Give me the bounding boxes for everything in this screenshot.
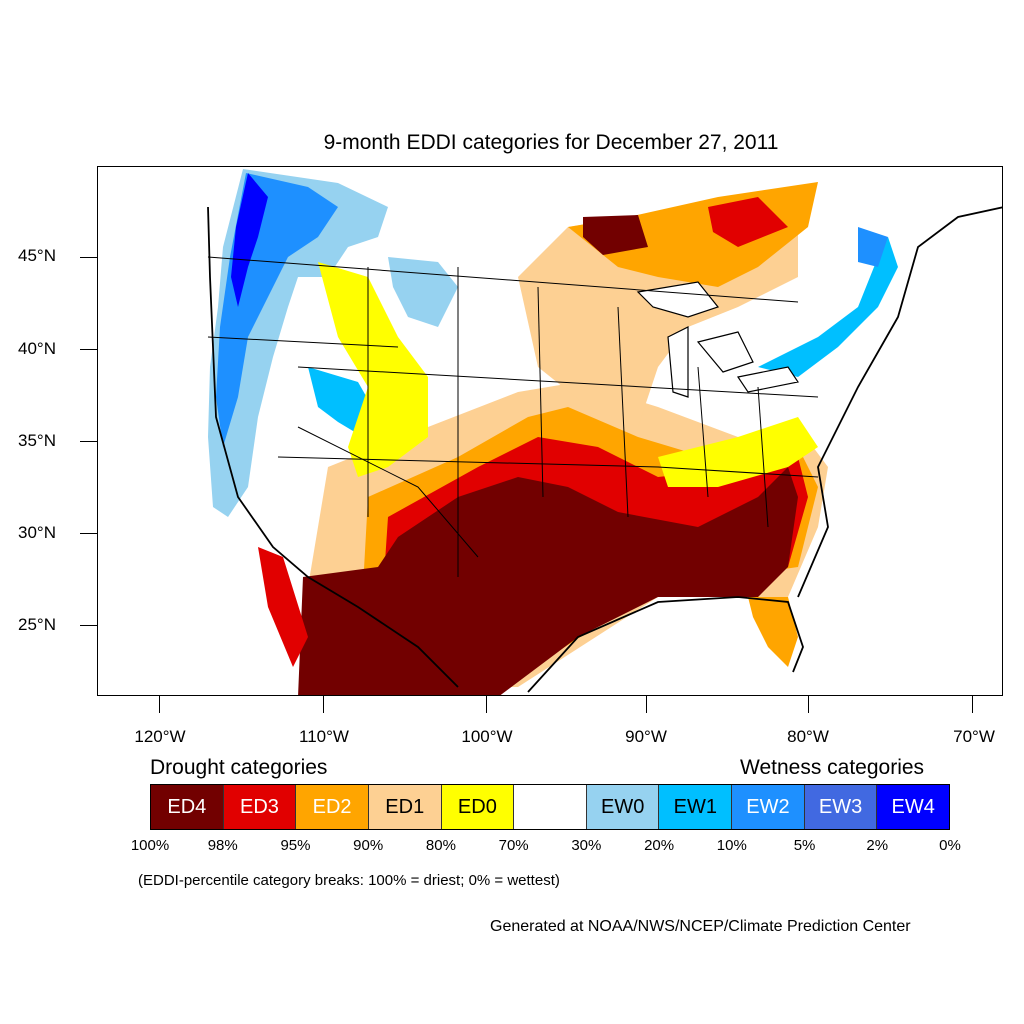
lon-label-120: 120°W	[134, 727, 186, 746]
break-label: 20%	[644, 837, 675, 854]
break-label: 80%	[425, 837, 456, 854]
category-legend: ED4 ED3 ED2 ED1 ED0 EW0 EW1 EW2 EW3 EW4	[150, 784, 950, 830]
lat-tick-25	[80, 625, 97, 626]
break-label: 30%	[571, 837, 602, 854]
legend-box-ed1: ED1	[368, 785, 442, 829]
drought-region-north-ed4	[583, 215, 648, 255]
eddi-map	[97, 166, 1003, 696]
break-label: 10%	[716, 837, 747, 854]
lat-tick-40	[80, 349, 97, 350]
lon-label-80: 80°W	[787, 727, 829, 746]
break-label: 98%	[207, 837, 238, 854]
drought-region-florida	[748, 597, 798, 667]
lat-label-40: 40°N	[18, 339, 56, 358]
legend-box-ew4: EW4	[877, 785, 950, 829]
wet-region-northeast	[758, 237, 898, 377]
category-note: (EDDI-percentile category breaks: 100% =…	[138, 872, 560, 889]
lon-label-70: 70°W	[953, 727, 995, 746]
drought-region-south-ed4	[298, 467, 798, 695]
state-borders	[207, 256, 819, 577]
lat-label-45: 45°N	[18, 246, 56, 265]
lon-label-110: 110°W	[299, 727, 349, 746]
lat-label-35: 35°N	[18, 431, 56, 450]
legend-box-ed3: ED3	[223, 785, 297, 829]
drought-heading: Drought categories	[150, 756, 328, 779]
legend-box-ed4: ED4	[151, 785, 224, 829]
legend-box-neutral	[514, 785, 587, 829]
legend-box-ew3: EW3	[804, 785, 878, 829]
legend-box-ed2: ED2	[296, 785, 369, 829]
break-label: 100%	[130, 837, 170, 854]
lat-tick-30	[80, 533, 97, 534]
lon-tick-80	[808, 696, 809, 713]
drought-region-ed0-plains	[318, 262, 428, 477]
great-lakes	[636, 281, 799, 398]
break-label: 2%	[866, 837, 889, 854]
lat-label-30: 30°N	[18, 523, 56, 542]
break-label: 95%	[280, 837, 311, 854]
legend-box-ew1: EW1	[659, 785, 733, 829]
lon-label-100: 100°W	[461, 727, 513, 746]
lon-tick-90	[646, 696, 647, 713]
wet-region-coast-deep	[231, 173, 268, 307]
wet-region-maine	[858, 227, 888, 267]
lat-tick-35	[80, 441, 97, 442]
legend-box-ew2: EW2	[732, 785, 805, 829]
map-title: 9-month EDDI categories for December 27,…	[323, 131, 779, 154]
lat-label-25: 25°N	[18, 615, 56, 634]
legend-box-ew0: EW0	[586, 785, 660, 829]
drought-region-baja	[258, 547, 308, 667]
lat-tick-45	[80, 257, 97, 258]
break-label: 0%	[939, 837, 961, 854]
credit-line: Generated at NOAA/NWS/NCEP/Climate Predi…	[490, 918, 911, 935]
break-label: 90%	[353, 837, 384, 854]
break-label: 5%	[793, 837, 816, 854]
lon-tick-110	[323, 696, 324, 713]
map-canvas	[207, 169, 1002, 695]
lon-tick-120	[159, 696, 160, 713]
lon-tick-70	[972, 696, 973, 713]
lon-label-90: 90°W	[625, 727, 667, 746]
coastlines	[207, 206, 1002, 693]
legend-box-ed0: ED0	[441, 785, 515, 829]
break-label: 70%	[498, 837, 529, 854]
drought-region-north-ed3	[708, 197, 788, 247]
wetness-heading: Wetness categories	[740, 756, 925, 779]
wet-region-montana	[388, 257, 458, 327]
lon-tick-100	[486, 696, 487, 713]
